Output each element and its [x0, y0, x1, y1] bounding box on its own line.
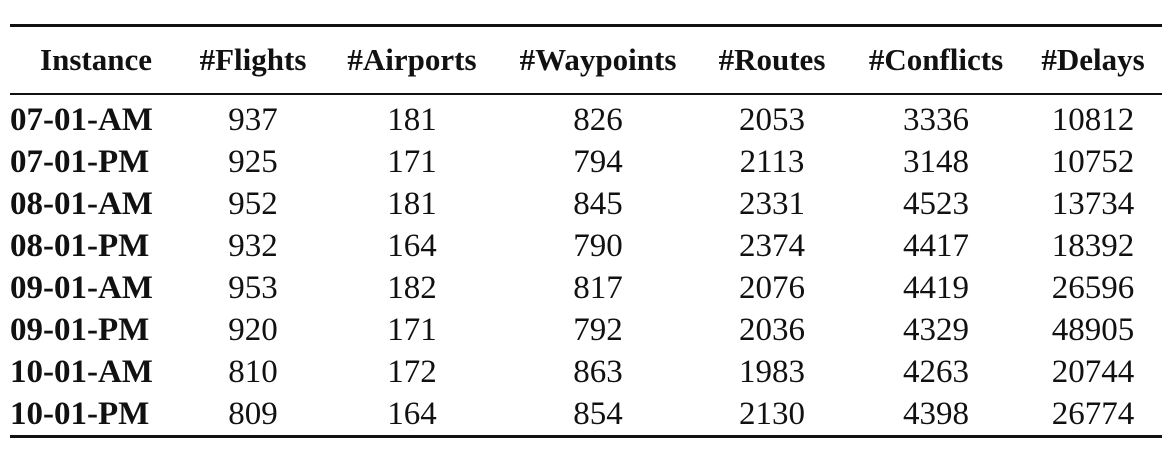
cell-instance: 10-01-PM [10, 395, 150, 432]
instances-table-body: 07-01-AM 937 181 826 2053 3336 10812 07-01-PM 92… [10, 95, 1162, 435]
cell-conflicts: 4417 [903, 227, 969, 264]
cell-routes: 2331 [739, 185, 805, 222]
cell-airports: 172 [387, 353, 437, 390]
table-row: 10-01-PM 809 164 854 2130 4398 26774 [10, 393, 1162, 435]
cell-conflicts: 3148 [903, 143, 969, 180]
header-row: Instance #Flights #Airports #Waypoints #… [10, 27, 1162, 93]
cell-instance: 09-01-PM [10, 311, 150, 348]
cell-flights: 809 [228, 395, 278, 432]
cell-flights: 925 [228, 143, 278, 180]
header-waypoints: #Waypoints [519, 42, 677, 77]
cell-waypoints: 863 [573, 353, 623, 390]
cell-airports: 171 [387, 143, 437, 180]
cell-routes: 2036 [739, 311, 805, 348]
cell-instance: 07-01-PM [10, 143, 150, 180]
cell-routes: 2130 [739, 395, 805, 432]
table-row: 09-01-AM 953 182 817 2076 4419 26596 [10, 267, 1162, 309]
cell-airports: 181 [387, 101, 437, 138]
cell-delays: 18392 [1051, 227, 1135, 264]
table-row: 10-01-AM 810 172 863 1983 4263 20744 [10, 351, 1162, 393]
cell-waypoints: 854 [573, 395, 623, 432]
cell-flights: 810 [228, 353, 278, 390]
header-flights: #Flights [199, 42, 307, 77]
header-instance: Instance [40, 42, 152, 77]
cell-routes: 2374 [739, 227, 805, 264]
table-row: 08-01-AM 952 181 845 2331 4523 13734 [10, 183, 1162, 225]
cell-waypoints: 817 [573, 269, 623, 306]
cell-airports: 182 [387, 269, 437, 306]
table-row: 08-01-PM 932 164 790 2374 4417 18392 [10, 225, 1162, 267]
table-row: 07-01-PM 925 171 794 2113 3148 10752 [10, 141, 1162, 183]
cell-instance: 09-01-AM [10, 269, 153, 306]
cell-conflicts: 4263 [903, 353, 969, 390]
cell-airports: 164 [387, 395, 437, 432]
cell-conflicts: 3336 [903, 101, 969, 138]
table-body: 07-01-AM 937 181 826 2053 3336 10812 07-01-PM 92… [10, 95, 1162, 435]
cell-delays: 13734 [1051, 185, 1135, 222]
cell-flights: 953 [228, 269, 278, 306]
cell-flights: 937 [228, 101, 278, 138]
cell-instance: 08-01-AM [10, 185, 153, 222]
cell-flights: 932 [228, 227, 278, 264]
cell-delays: 20744 [1051, 353, 1135, 390]
header-routes: #Routes [718, 42, 826, 77]
cell-delays: 26596 [1051, 269, 1135, 306]
header-airports: #Airports [347, 42, 477, 77]
instances-table: Instance #Flights #Airports #Waypoints #… [10, 27, 1162, 93]
data-table: Instance #Flights #Airports #Waypoints #… [10, 24, 1162, 438]
cell-conflicts: 4523 [903, 185, 969, 222]
cell-airports: 171 [387, 311, 437, 348]
table-header: Instance #Flights #Airports #Waypoints #… [10, 27, 1162, 93]
cell-routes: 2113 [739, 143, 805, 180]
cell-routes: 1983 [739, 353, 805, 390]
cell-routes: 2076 [739, 269, 805, 306]
cell-waypoints: 790 [573, 227, 623, 264]
cell-delays: 26774 [1051, 395, 1135, 432]
cell-delays: 10812 [1051, 101, 1135, 138]
cell-airports: 181 [387, 185, 437, 222]
cell-waypoints: 826 [573, 101, 623, 138]
bottom-rule [10, 435, 1162, 438]
table-row: 09-01-PM 920 171 792 2036 4329 48905 [10, 309, 1162, 351]
header-delays: #Delays [1041, 42, 1145, 77]
top-rule [10, 24, 1162, 27]
cell-conflicts: 4398 [903, 395, 969, 432]
cell-delays: 10752 [1051, 143, 1135, 180]
cell-waypoints: 845 [573, 185, 623, 222]
cell-conflicts: 4329 [903, 311, 969, 348]
cell-waypoints: 794 [573, 143, 623, 180]
header-rule [10, 93, 1162, 95]
cell-waypoints: 792 [573, 311, 623, 348]
cell-instance: 10-01-AM [10, 353, 153, 390]
cell-flights: 920 [228, 311, 278, 348]
header-conflicts: #Conflicts [868, 42, 1004, 77]
table-row: 07-01-AM 937 181 826 2053 3336 10812 [10, 95, 1162, 141]
cell-routes: 2053 [739, 101, 805, 138]
cell-flights: 952 [228, 185, 278, 222]
cell-delays: 48905 [1051, 311, 1135, 348]
cell-instance: 07-01-AM [10, 101, 153, 138]
cell-conflicts: 4419 [903, 269, 969, 306]
cell-airports: 164 [387, 227, 437, 264]
cell-instance: 08-01-PM [10, 227, 150, 264]
